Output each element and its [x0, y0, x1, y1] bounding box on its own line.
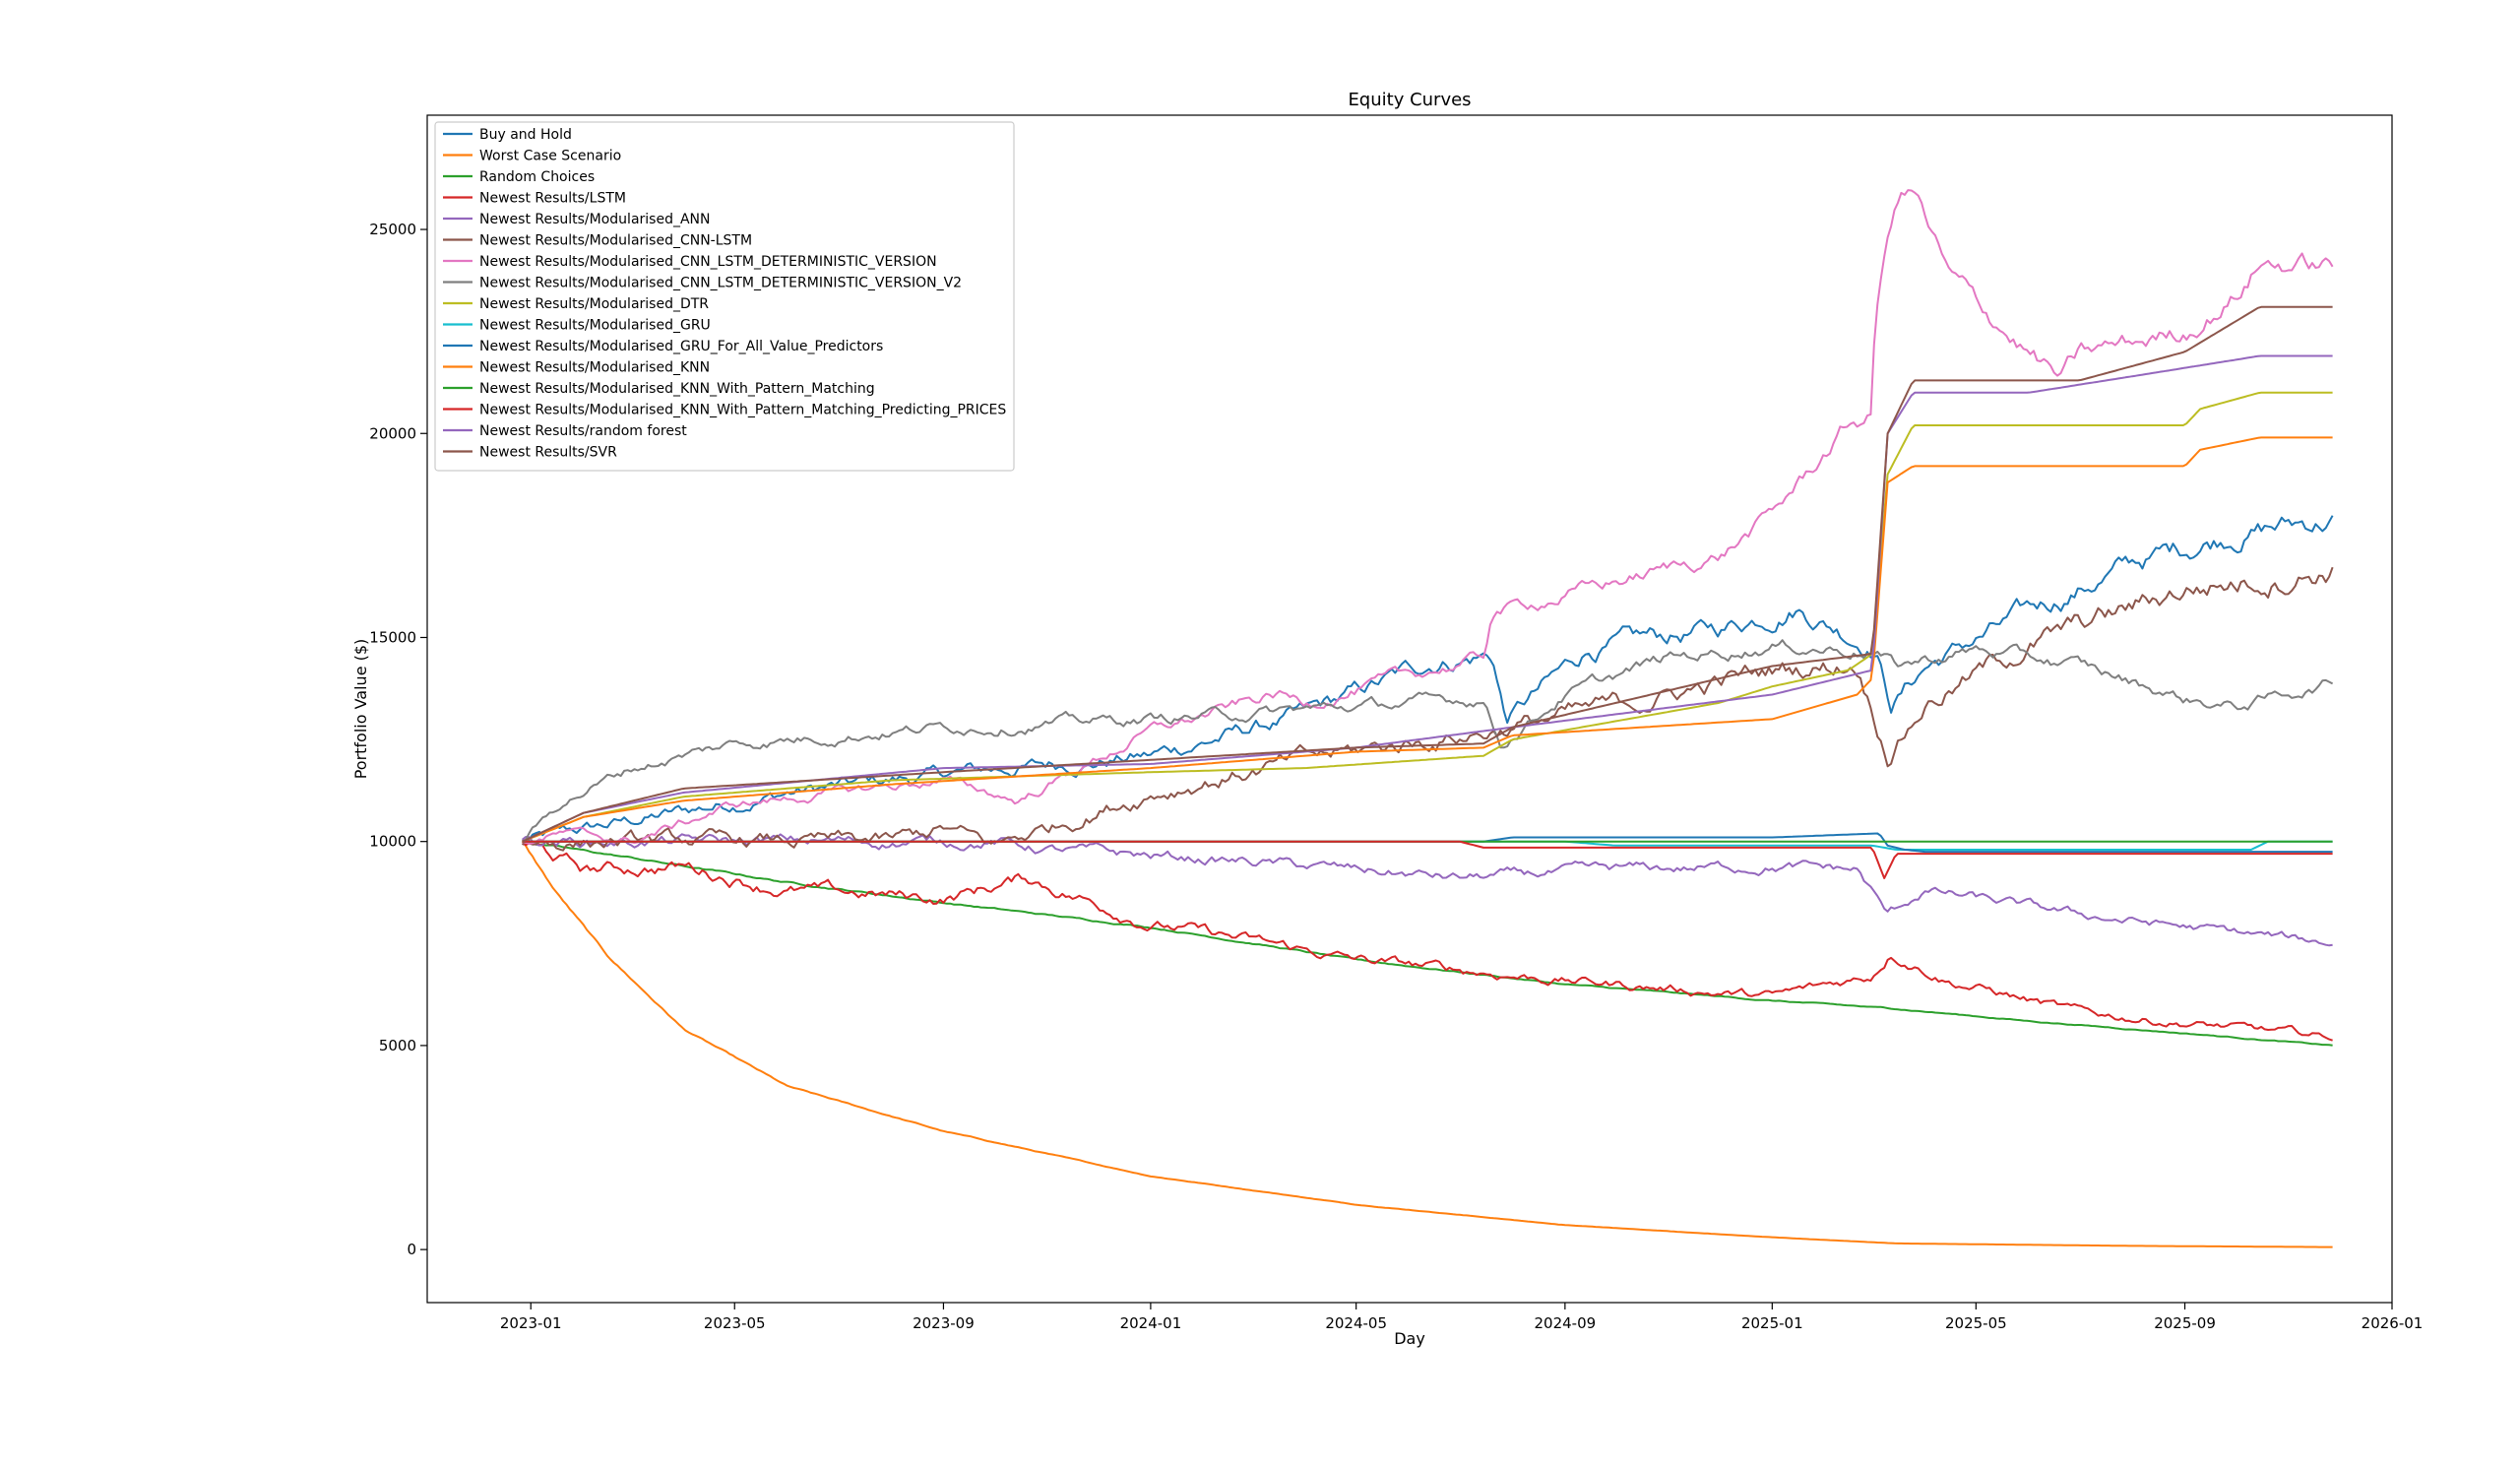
- x-tick-label: 2024-09: [1535, 1314, 1597, 1332]
- series-line-4: [521, 833, 2333, 947]
- legend-entry: Newest Results/Modularised_CNN_LSTM_DETE…: [479, 276, 962, 291]
- x-tick-label: 2023-05: [704, 1314, 766, 1332]
- y-tick-label: 5000: [379, 1037, 416, 1054]
- y-tick-label: 20000: [369, 424, 416, 442]
- legend-box: [434, 121, 1015, 472]
- legend-entry: Newest Results/Modularised_DTR: [479, 296, 709, 312]
- x-axis: 2023-01 2023-05 2023-09 2024-01 2024-05 2024-…: [500, 1303, 2423, 1332]
- legend-entry: Newest Results/Modularised_KNN_With_Patt…: [479, 381, 875, 397]
- legend-entry: Newest Results/Modularised_ANN: [479, 212, 711, 227]
- plot-frame: [426, 114, 2393, 1304]
- series-line-7: [522, 639, 2334, 843]
- legend-entry: Newest Results/Modularised_GRU_For_All_V…: [479, 339, 883, 354]
- series-line-1: [521, 840, 2333, 1248]
- series-line-0: [522, 515, 2334, 843]
- y-tick-label: 25000: [369, 221, 416, 238]
- series-line-2: [522, 840, 2333, 1047]
- series-line-8: [522, 391, 2333, 843]
- legend: Buy and Hold Worst Case Scenario Random Ch…: [434, 121, 1015, 472]
- y-tick-label: 0: [407, 1241, 416, 1258]
- x-tick-label: 2025-05: [1945, 1314, 2007, 1332]
- x-tick-label: 2025-09: [2154, 1314, 2216, 1332]
- legend-entry: Newest Results/Modularised_CNN_LSTM_DETE…: [479, 254, 937, 270]
- x-tick-label: 2025-01: [1741, 1314, 1803, 1332]
- legend-entry: Newest Results/Modularised_CNN-LSTM: [479, 233, 752, 249]
- legend-entry: Newest Results/Modularised_KNN: [479, 360, 710, 376]
- y-axis-label: Portfolio Value ($): [351, 639, 370, 780]
- series-line-3: [522, 842, 2333, 1042]
- x-tick-label: 2023-01: [500, 1314, 562, 1332]
- plot-area: [521, 189, 2334, 1248]
- y-tick-label: 15000: [369, 628, 416, 646]
- series-line-13: [522, 840, 2333, 879]
- y-axis: 0 5000 10000 15000 20000 25000: [369, 221, 427, 1258]
- x-tick-label: 2023-09: [913, 1314, 975, 1332]
- x-tick-label: 2024-01: [1120, 1314, 1182, 1332]
- legend-entry: Buy and Hold: [479, 127, 572, 143]
- legend-entry: Newest Results/Modularised_GRU: [479, 318, 711, 334]
- x-tick-label: 2024-05: [1325, 1314, 1387, 1332]
- legend-entry: Newest Results/Modularised_KNN_With_Patt…: [479, 403, 1006, 418]
- legend-entry: Newest Results/random forest: [479, 423, 687, 439]
- y-tick-label: 10000: [369, 833, 416, 851]
- x-tick-label: 2026-01: [2362, 1314, 2424, 1332]
- legend-entry: Newest Results/SVR: [479, 445, 617, 461]
- legend-entry: Worst Case Scenario: [479, 149, 621, 164]
- legend-entry: Newest Results/LSTM: [479, 191, 626, 207]
- x-axis-label: Day: [1394, 1329, 1425, 1348]
- legend-entry: Random Choices: [479, 169, 595, 185]
- series-line-11: [522, 436, 2333, 843]
- chart-title: Equity Curves: [1348, 90, 1471, 110]
- series-line-15: [522, 305, 2333, 843]
